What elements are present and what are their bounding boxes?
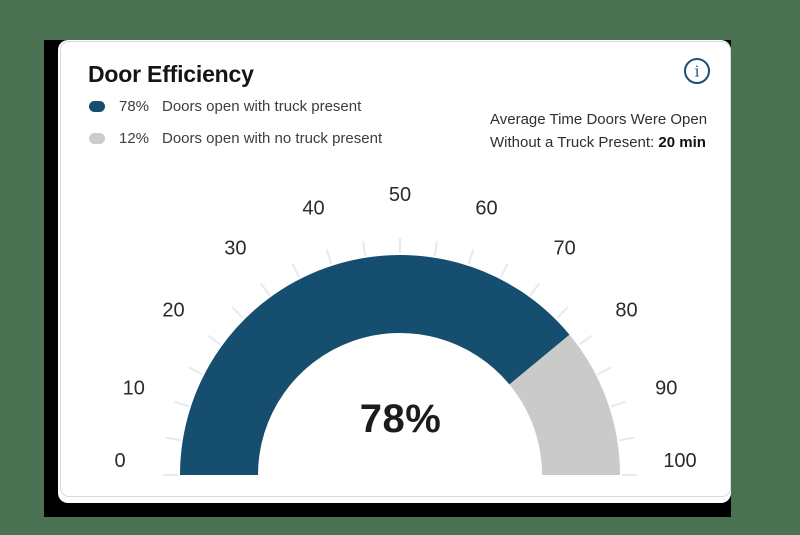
svg-text:70: 70 [553,237,575,259]
legend-item-truck-present: 78% Doors open with truck present [89,97,382,115]
legend-swatch-blue [89,100,105,112]
gauge-value-label: 78% [359,397,442,441]
svg-text:80: 80 [615,299,637,321]
svg-text:30: 30 [224,237,246,259]
legend-label: Doors open with truck present [162,97,362,115]
legend-value: 78% [119,97,150,115]
legend-item-no-truck-present: 12% Doors open with no truck present [89,129,382,147]
legend-value: 12% [119,129,150,147]
svg-text:i: i [695,63,700,81]
legend-label: Doors open with no truck present [162,129,383,147]
svg-text:20: 20 [162,299,184,321]
svg-text:90: 90 [655,377,677,399]
stat-value: 20 min [658,134,706,151]
svg-text:40: 40 [302,198,324,220]
info-button[interactable]: i [683,57,711,85]
gauge-chart: 0 10 20 30 40 50 60 70 80 90 100 78% [61,42,730,496]
average-time-stat: Average Time Doors Were Open Without a T… [490,108,707,154]
svg-text:100: 100 [663,450,696,472]
door-efficiency-card: 0 10 20 30 40 50 60 70 80 90 100 78% Door Efficien… [60,41,731,497]
svg-text:60: 60 [475,198,497,220]
legend-swatch-gray [89,132,105,144]
gauge-legend: 78% Doors open with truck present 12% Do… [89,97,382,161]
stat-line-1: Average Time Doors Were Open [490,111,708,128]
stat-line-2: Without a Truck Present: 20 min [490,134,706,151]
svg-text:0: 0 [114,450,125,472]
info-circle-icon: i [684,58,710,84]
svg-text:50: 50 [389,184,411,206]
svg-text:10: 10 [123,377,145,399]
gauge-svg: 0 10 20 30 40 50 60 70 80 90 100 [114,184,697,477]
page-title: Door Efficiency [88,61,254,87]
